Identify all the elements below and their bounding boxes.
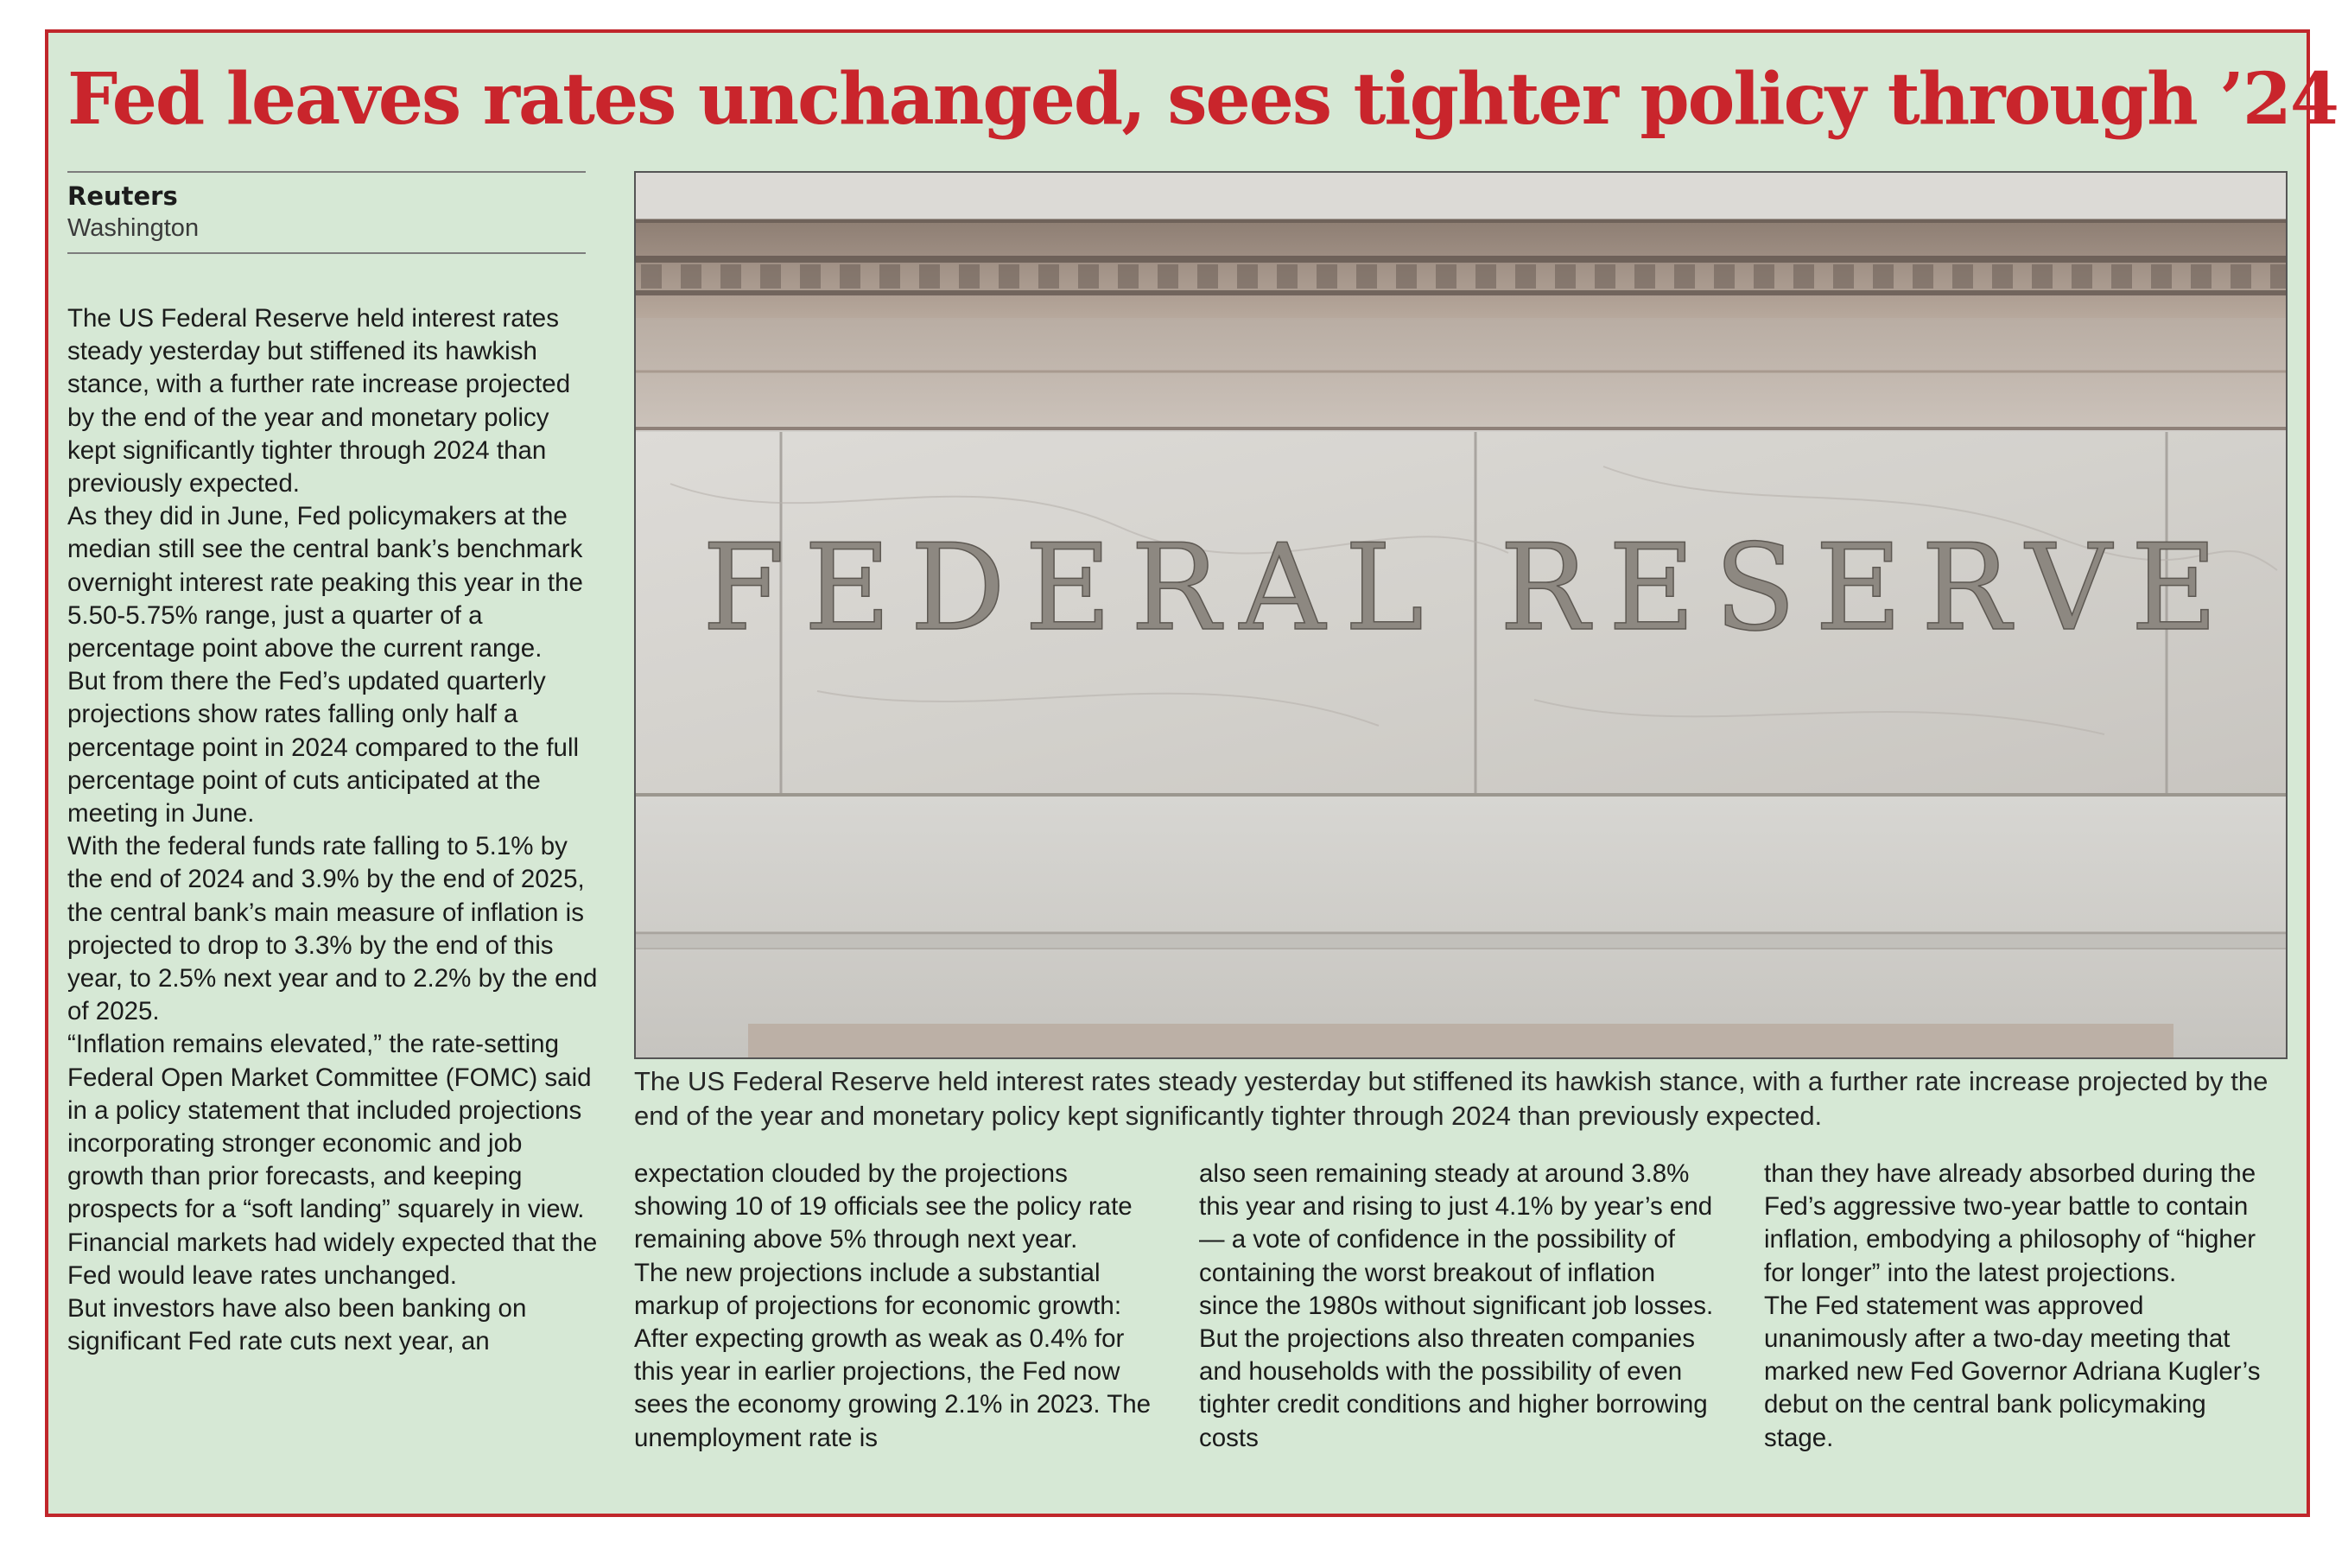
paragraph: The Fed statement was approved unanimous… — [1764, 1291, 2261, 1452]
text-column-2: expectation clouded by the projections s… — [634, 1158, 1152, 1455]
photo-caption: The US Federal Reserve held interest rat… — [634, 1066, 2269, 1131]
building-facade-illustration: FEDERAL RESERVE — [636, 173, 2286, 1057]
inscription-text: FEDERAL RESERVE — [702, 518, 2237, 657]
paragraph: With the federal funds rate falling to 5… — [67, 832, 598, 1026]
paragraph: The US Federal Reserve held interest rat… — [67, 304, 571, 498]
byline: Reuters Washington — [67, 171, 586, 254]
paragraph: also seen remaining steady at around 3.8… — [1199, 1159, 1714, 1320]
paragraph: But investors have also been banking on … — [67, 1294, 527, 1356]
article-page: Fed leaves rates unchanged, sees tighter… — [45, 29, 2339, 1517]
byline-location: Washington — [67, 214, 200, 242]
paragraph: than they have already absorbed during t… — [1764, 1159, 2256, 1287]
paragraph: But from there the Fed’s updated quarter… — [67, 667, 580, 828]
paragraph: As they did in June, Fed policymakers at… — [67, 502, 583, 663]
paragraph: But the projections also threaten compan… — [1199, 1324, 1708, 1452]
byline-agency: Reuters — [67, 181, 178, 211]
text-column-1: The US Federal Reserve held interest rat… — [67, 302, 603, 1359]
text-column-3: also seen remaining steady at around 3.8… — [1199, 1158, 1717, 1455]
paragraph: The new projections include a substantia… — [634, 1258, 1152, 1452]
text-column-4: than they have already absorbed during t… — [1764, 1158, 2282, 1455]
headline: Fed leaves rates unchanged, sees tighter… — [67, 58, 2339, 141]
paragraph: Financial markets had widely expected th… — [67, 1228, 598, 1290]
federal-reserve-photo: FEDERAL RESERVE — [634, 171, 2288, 1059]
paragraph: expectation clouded by the projections s… — [634, 1159, 1133, 1254]
paragraph: “Inflation remains elevated,” the rate-s… — [67, 1030, 592, 1224]
